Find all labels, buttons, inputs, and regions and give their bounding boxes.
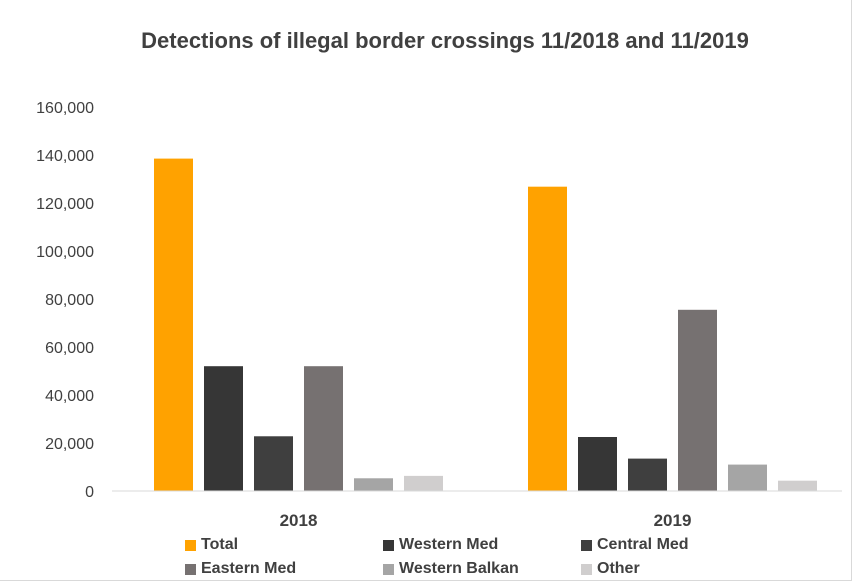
bar-western-med-2019	[578, 437, 617, 491]
bar-eastern-med-2019	[678, 309, 717, 491]
legend-label: Other	[597, 560, 640, 577]
legend-label: Western Med	[399, 536, 499, 553]
bar-other-2018	[404, 475, 443, 491]
legend-swatch	[383, 539, 394, 551]
legend-item: Western Med	[383, 534, 581, 556]
y-tick-label: 140,000	[36, 148, 94, 165]
bar-western-med-2018	[204, 366, 243, 491]
legend-label: Central Med	[597, 536, 689, 553]
legend-swatch	[581, 539, 592, 551]
bar-total-2019	[528, 186, 567, 491]
legend-item: Eastern Med	[185, 558, 383, 580]
y-tick-label: 80,000	[45, 292, 94, 309]
legend-item: Other	[581, 558, 745, 580]
chart-legend: Total Western Med Central Med Eastern Med We…	[185, 534, 745, 580]
bar-central-med-2018	[254, 436, 293, 491]
legend-item: Central Med	[581, 534, 745, 556]
y-tick-label: 0	[85, 484, 94, 501]
y-tick-label: 40,000	[45, 388, 94, 405]
legend-item: Western Balkan	[383, 558, 581, 580]
y-tick-label: 20,000	[45, 436, 94, 453]
bar-eastern-med-2018	[304, 366, 343, 491]
x-tick-label: 2019	[654, 511, 692, 530]
legend-label: Western Balkan	[399, 560, 519, 577]
bar-total-2018	[154, 158, 193, 491]
legend-label: Total	[201, 536, 239, 553]
bar-western-balkan-2019	[728, 464, 767, 491]
legend-label: Eastern Med	[201, 560, 297, 577]
chart-title: Detections of illegal border crossings 1…	[141, 28, 749, 53]
y-tick-label: 60,000	[45, 340, 94, 357]
y-tick-label: 100,000	[36, 244, 94, 261]
legend-swatch	[383, 563, 394, 575]
x-tick-label: 2018	[280, 511, 318, 530]
legend-item: Total	[185, 534, 383, 556]
bar-western-balkan-2018	[354, 478, 393, 491]
y-tick-label: 120,000	[36, 196, 94, 213]
legend-swatch	[185, 539, 196, 551]
legend-swatch	[581, 563, 592, 575]
bar-central-med-2019	[628, 458, 667, 491]
legend-swatch	[185, 563, 196, 575]
y-tick-label: 160,000	[36, 100, 94, 117]
bar-other-2019	[778, 480, 817, 491]
